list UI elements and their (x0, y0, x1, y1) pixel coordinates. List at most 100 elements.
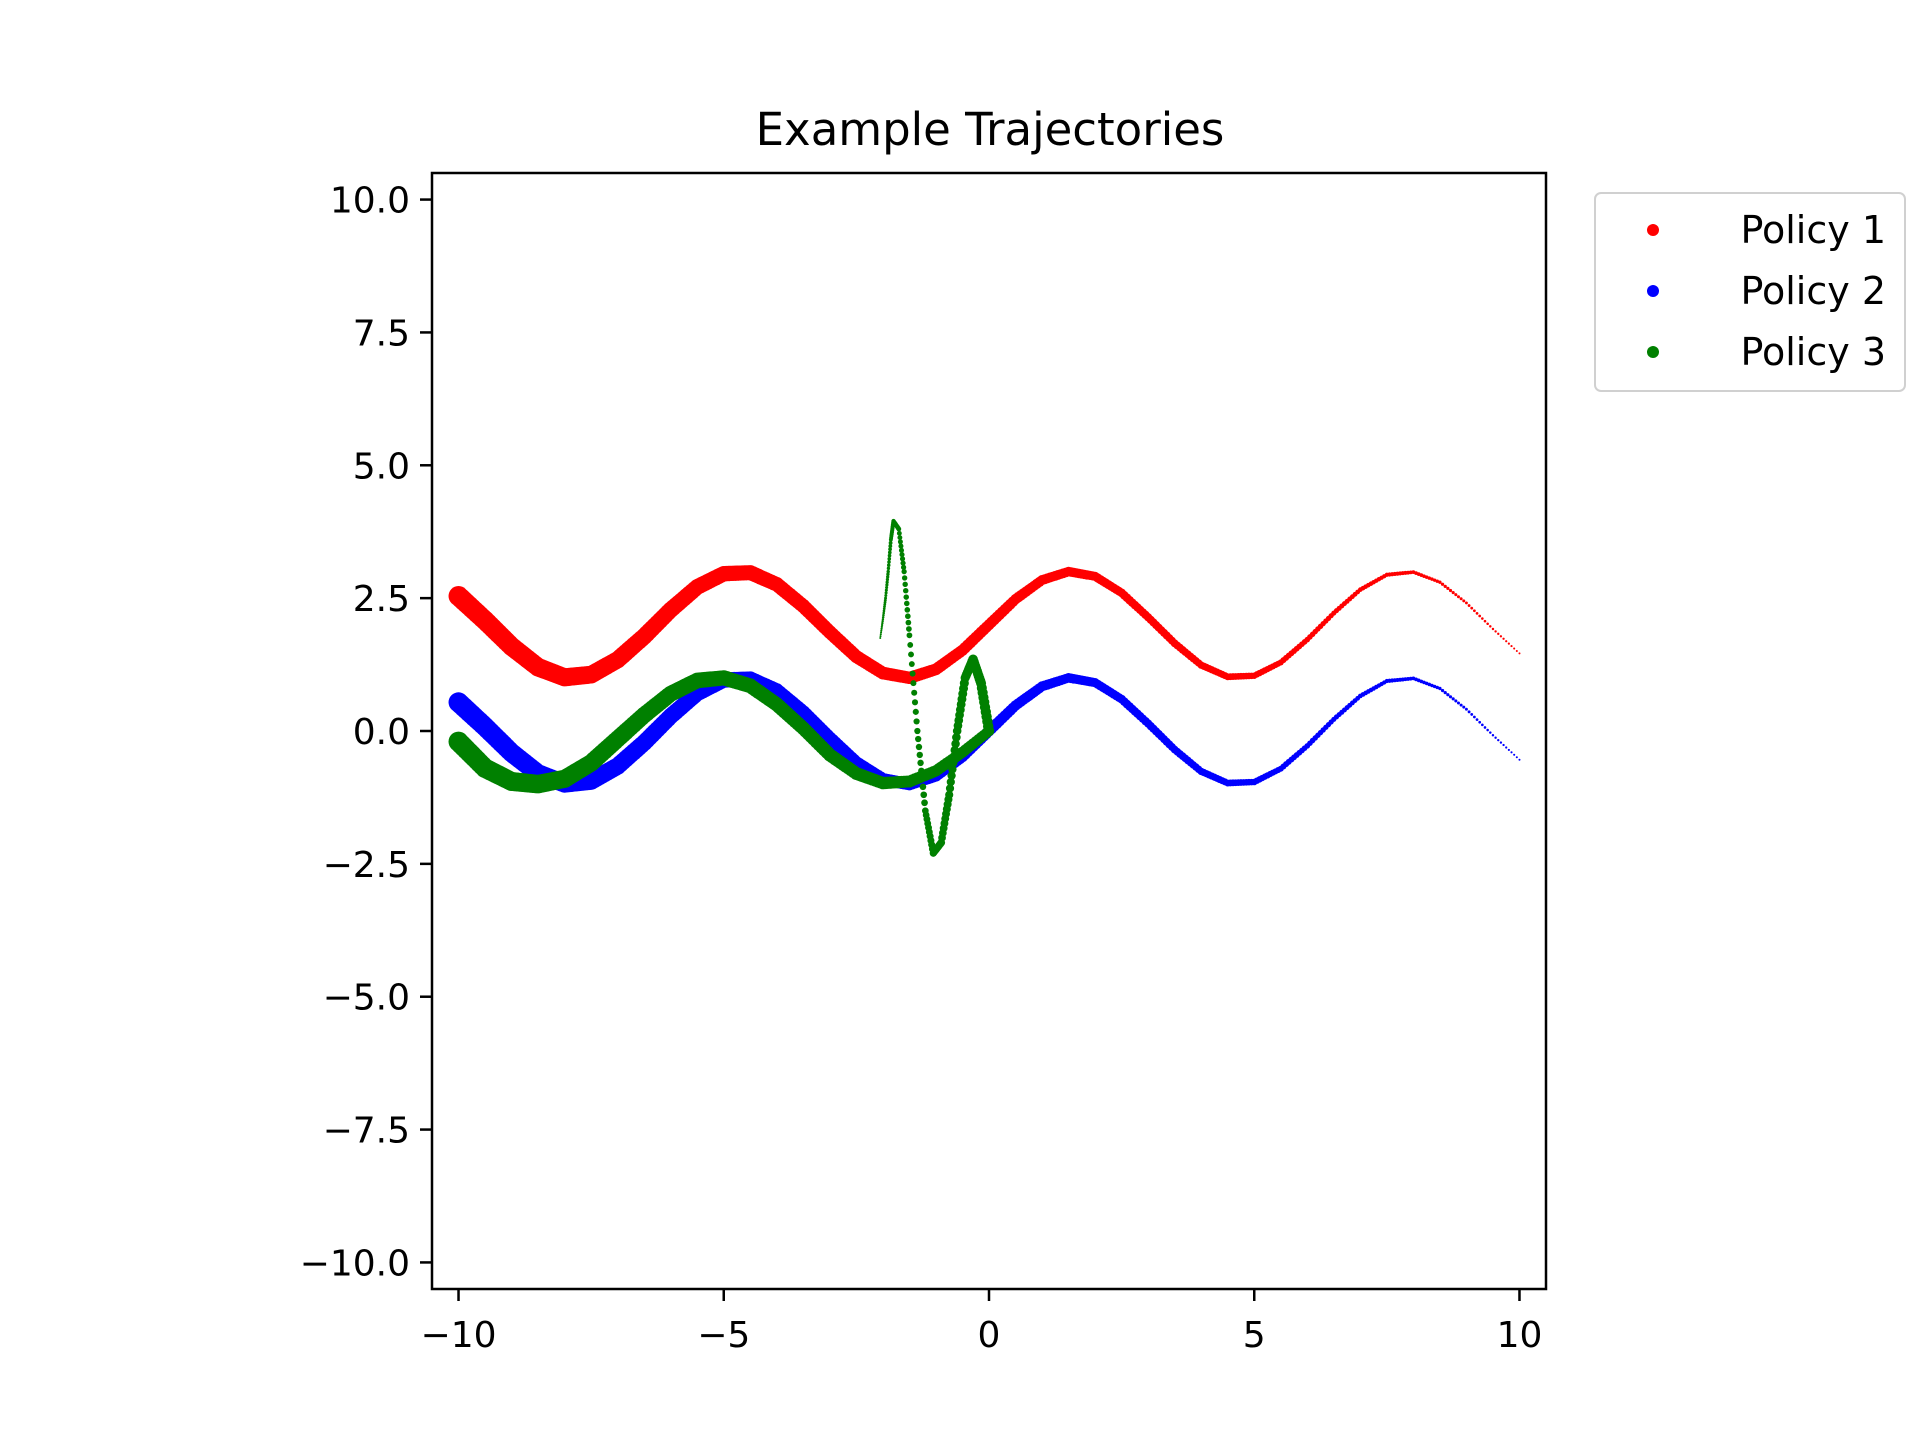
data-point (1475, 718, 1479, 721)
data-point (1454, 699, 1458, 703)
legend-label: Policy 1 (1740, 208, 1886, 252)
data-point (909, 670, 916, 677)
y-tick-label: 5.0 (353, 446, 410, 487)
data-point (1459, 597, 1463, 601)
data-point (887, 560, 891, 564)
data-point (1486, 728, 1489, 732)
data-point (903, 594, 909, 600)
data-point (886, 569, 890, 574)
data-point (951, 739, 960, 749)
data-point (882, 613, 885, 617)
data-point (915, 735, 922, 743)
data-point (1454, 593, 1458, 597)
data-point (884, 588, 888, 592)
legend-label: Policy 3 (1740, 330, 1886, 374)
data-point (898, 543, 904, 549)
y-tick-label: 10.0 (330, 181, 410, 222)
data-point (899, 556, 906, 562)
data-point (880, 627, 883, 630)
data-point (904, 607, 911, 613)
data-point (1515, 649, 1518, 652)
data-point (888, 544, 893, 548)
data-point (1473, 609, 1476, 613)
data-point (908, 651, 914, 658)
data-point (902, 587, 909, 594)
data-point (1446, 586, 1450, 591)
data-point (1510, 645, 1513, 648)
y-tick-label: 0.0 (353, 712, 410, 753)
data-point (879, 631, 883, 634)
data-point (1489, 731, 1492, 734)
data-point (883, 605, 886, 609)
data-point (900, 560, 906, 566)
data-point (948, 758, 958, 768)
data-point (1510, 751, 1513, 754)
data-point (883, 600, 887, 604)
data-point (1502, 743, 1505, 747)
data-point (885, 580, 889, 584)
x-tick-label: 10 (1497, 1315, 1543, 1356)
data-point (912, 708, 919, 715)
data-point (887, 557, 892, 561)
data-point (1473, 715, 1476, 719)
data-point (1489, 625, 1492, 628)
data-point (1486, 622, 1489, 626)
data-point (1518, 758, 1521, 761)
data-point (1443, 691, 1447, 695)
data-point (1451, 591, 1455, 595)
data-point (1497, 632, 1500, 636)
x-tick-label: 0 (978, 1315, 1001, 1356)
data-point (886, 563, 891, 567)
data-point (918, 767, 925, 775)
data-point (1451, 697, 1455, 701)
data-point (945, 784, 955, 793)
data-point (880, 623, 884, 627)
data-point (881, 618, 885, 621)
data-point (1470, 713, 1474, 716)
data-point (1507, 748, 1510, 752)
data-point (1505, 746, 1508, 749)
data-point (1515, 756, 1518, 759)
data-point (1462, 705, 1466, 709)
data-point (885, 585, 889, 590)
data-point (887, 550, 892, 555)
data-point (921, 807, 929, 815)
data-point (881, 620, 884, 623)
data-point (914, 727, 921, 735)
data-point (1499, 635, 1503, 638)
data-point (1443, 584, 1447, 588)
data-point (918, 775, 926, 783)
data-point (900, 564, 907, 570)
x-tick-label: 5 (1243, 1315, 1266, 1356)
data-point (916, 751, 923, 759)
data-point (1481, 723, 1484, 727)
y-tick-label: −2.5 (323, 845, 410, 886)
data-point (901, 575, 908, 581)
data-point (886, 575, 890, 579)
data-point (1478, 614, 1482, 618)
data-point (1505, 640, 1508, 643)
data-point (1448, 695, 1453, 699)
data-point (1494, 736, 1497, 739)
data-point (947, 771, 956, 780)
data-point (879, 635, 882, 638)
legend-marker (1647, 224, 1659, 236)
data-point (911, 689, 918, 696)
data-point (952, 726, 962, 736)
data-point (902, 581, 908, 588)
legend-item-policy-1: Policy 1 (1647, 208, 1886, 252)
data-point (901, 568, 907, 575)
data-point (883, 603, 887, 606)
data-point (915, 743, 923, 751)
data-point (879, 633, 882, 636)
y-tick-label: −5.0 (323, 978, 410, 1019)
data-point (921, 799, 928, 807)
data-point (950, 745, 960, 755)
data-point (882, 609, 886, 613)
data-point (883, 598, 887, 602)
data-point (887, 553, 892, 558)
data-point (1464, 707, 1468, 711)
data-point (898, 547, 905, 553)
legend-marker (1647, 346, 1659, 358)
data-point (885, 583, 889, 587)
